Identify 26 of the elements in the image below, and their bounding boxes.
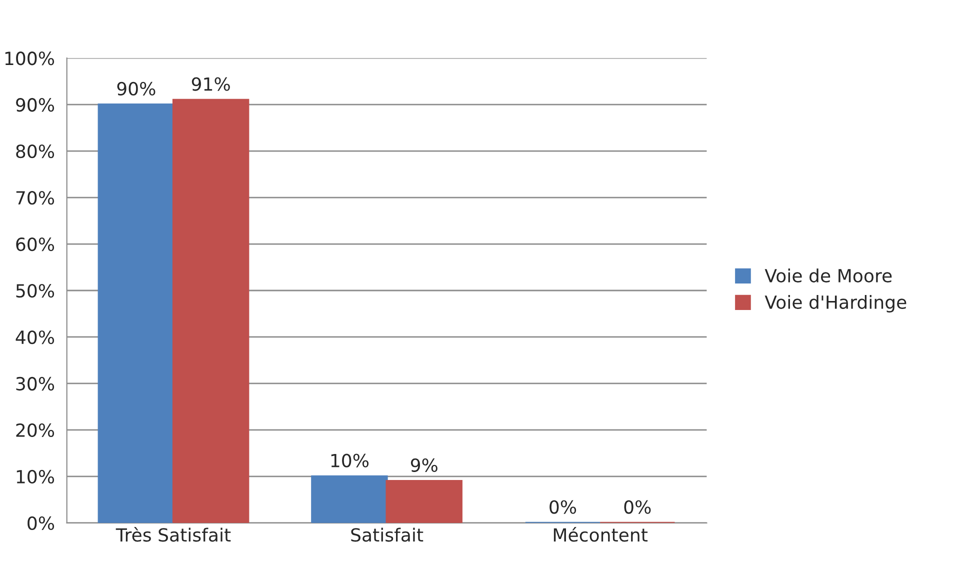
x-tick-label: Très Satisfait	[116, 527, 231, 542]
y-tick-label: 30%	[16, 376, 54, 391]
data-label: 0%	[624, 500, 651, 514]
legend-label: Voie d'Hardinge	[764, 295, 906, 312]
y-tick-label: 80%	[16, 144, 54, 158]
y-tick-label: 10%	[16, 470, 54, 484]
data-label: 0%	[550, 500, 576, 514]
y-tick-label: 20%	[16, 423, 54, 438]
y-tick-label: 60%	[16, 237, 54, 252]
data-label: 9%	[410, 458, 438, 472]
bar	[386, 480, 462, 523]
legend-label: Voie de Moore	[764, 268, 892, 282]
bar	[172, 98, 250, 523]
y-tick-label: 0%	[28, 516, 54, 530]
x-tick-label: Satisfait	[351, 528, 424, 542]
y-tick-label: 100%	[5, 52, 54, 66]
y-tick-label: 70%	[16, 191, 54, 205]
data-label: 10%	[331, 454, 369, 468]
bar	[311, 475, 388, 523]
y-tick-label: 40%	[16, 330, 54, 344]
data-label: 91%	[192, 77, 230, 91]
x-tick-label: Mécontent	[554, 527, 648, 542]
data-label: 90%	[117, 82, 156, 96]
bar	[98, 104, 175, 523]
y-tick-label: 90%	[16, 98, 54, 112]
y-tick-label: 50%	[16, 284, 54, 298]
